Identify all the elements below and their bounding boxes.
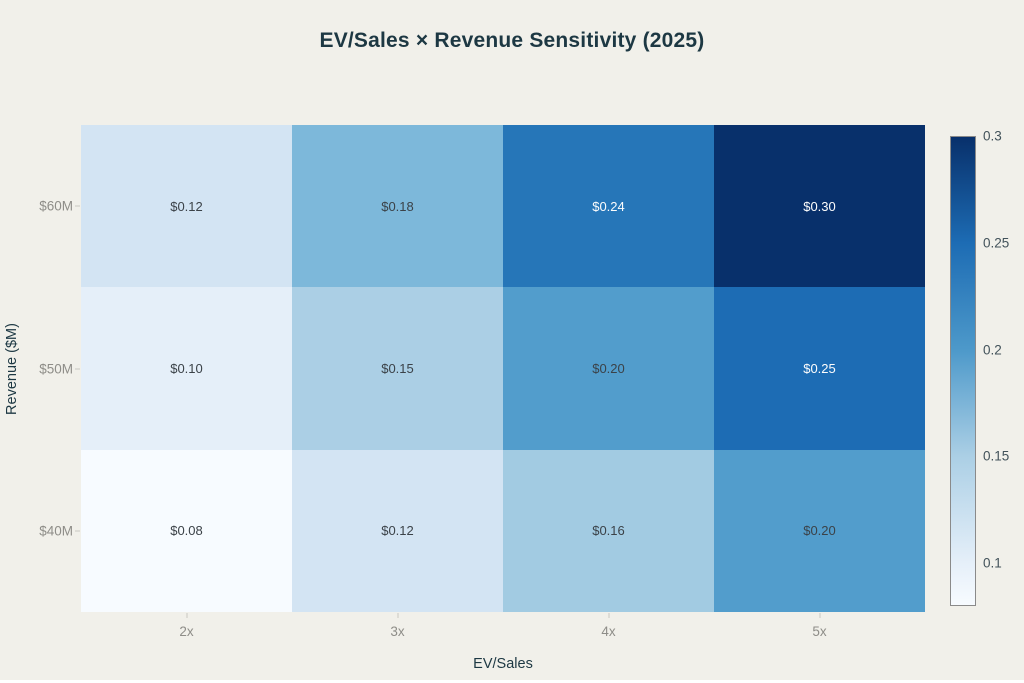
cell-value-label: $0.12 [170, 198, 203, 214]
x-tick-mark [397, 613, 398, 618]
heatmap-cell[interactable]: $0.08 [81, 449, 292, 612]
x-axis-tick-label: 3x [390, 624, 405, 639]
cell-value-label: $0.30 [803, 198, 836, 214]
x-tick-mark [186, 613, 187, 618]
heatmap-cell[interactable]: $0.25 [714, 287, 925, 450]
y-tick-mark [75, 205, 80, 207]
cell-value-label: $0.08 [170, 523, 203, 539]
figure-bottom-margin [0, 680, 1024, 683]
cell-value-label: $0.12 [381, 523, 414, 539]
y-tick-mark [75, 530, 80, 532]
colorbar-tick-label: 0.15 [983, 448, 1010, 464]
heatmap-cell[interactable]: $0.12 [81, 125, 292, 288]
colorbar-tick-label: 0.1 [983, 555, 1002, 571]
heatmap-cell[interactable]: $0.15 [292, 287, 503, 450]
x-axis-tick-label: 2x [179, 624, 194, 639]
y-axis-tick-label: $60M [39, 198, 73, 214]
cell-value-label: $0.24 [592, 198, 625, 214]
x-axis-tick-label: 5x [812, 624, 827, 639]
cell-value-label: $0.16 [592, 523, 625, 539]
heatmap-cell[interactable]: $0.16 [503, 449, 714, 612]
x-tick-mark [608, 613, 609, 618]
cell-value-label: $0.20 [803, 523, 836, 539]
colorbar-tick-label: 0.3 [983, 128, 1002, 144]
x-axis-title: EV/Sales [473, 656, 533, 672]
x-axis-tick-label: 4x [601, 624, 616, 639]
heatmap-cell[interactable]: $0.12 [292, 449, 503, 612]
colorbar-gradient [950, 136, 976, 606]
y-axis-tick-label: $40M [39, 523, 73, 539]
cell-value-label: $0.25 [803, 360, 836, 376]
chart-title: EV/Sales × Revenue Sensitivity (2025) [319, 29, 705, 52]
heatmap-cell[interactable]: $0.10 [81, 287, 292, 450]
y-axis-title: Revenue ($M) [4, 323, 20, 415]
x-tick-mark [819, 613, 820, 618]
colorbar-tick-label: 0.25 [983, 235, 1010, 251]
heatmap-cell[interactable]: $0.24 [503, 125, 714, 288]
heatmap-cell[interactable]: $0.30 [714, 125, 925, 288]
y-tick-mark [75, 368, 80, 369]
heatmap-cell[interactable]: $0.18 [292, 125, 503, 288]
heatmap-cell[interactable]: $0.20 [503, 287, 714, 450]
y-axis-tick-label: $50M [39, 361, 73, 376]
heatmap-cell[interactable]: $0.20 [714, 449, 925, 612]
cell-value-label: $0.15 [381, 360, 414, 376]
cell-value-label: $0.20 [592, 360, 625, 376]
cell-value-label: $0.18 [381, 198, 414, 214]
cell-value-label: $0.10 [170, 360, 203, 376]
colorbar-tick-label: 0.2 [983, 342, 1002, 358]
heatmap-plot[interactable]: $0.12 $0.18 $0.24 $0.30 $0.10 $0.15 $0.20 $0.25… [81, 125, 925, 612]
